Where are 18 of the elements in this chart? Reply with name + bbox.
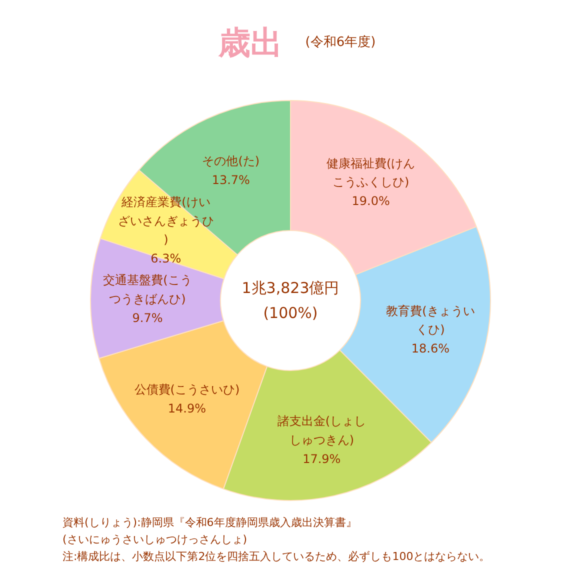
data-label: 18.6% <box>411 342 450 356</box>
chart-subtitle: (令和6年度) <box>305 34 376 50</box>
data-label: 17.9% <box>302 452 341 466</box>
slice-label: その他(た) <box>202 154 260 168</box>
text: 注:構成比は、小数点以下第2位を四捨五入しているため、必ずしも100とはならない。 <box>62 550 490 563</box>
data-label: 13.7% <box>212 172 250 187</box>
text: 1兆3,823億円 (100%) <box>242 278 340 322</box>
text: 資料(しりょう):静岡県『令和6年度静岡県歳入歳出決算書』 <box>62 516 357 529</box>
slice-label: 交通基盤費(こうつうきばんひ) <box>103 273 192 306</box>
data-label: 9.7% <box>132 310 163 325</box>
slice-label: 公債費(こうさいひ) <box>134 382 240 397</box>
slice-label: 教育費(きょういくひ) <box>386 304 475 337</box>
slice-label: 諸支出金(しょししゅつきん) <box>277 414 366 448</box>
data-label: 14.9% <box>168 402 206 416</box>
chart-title: 歳出 <box>218 24 282 62</box>
slice-label: 健康福祉費(けんこうふくしひ) <box>326 156 416 190</box>
text: (さいにゅうさいしゅつけっさんしょ) <box>62 533 248 546</box>
data-label: 19.0% <box>352 194 390 208</box>
